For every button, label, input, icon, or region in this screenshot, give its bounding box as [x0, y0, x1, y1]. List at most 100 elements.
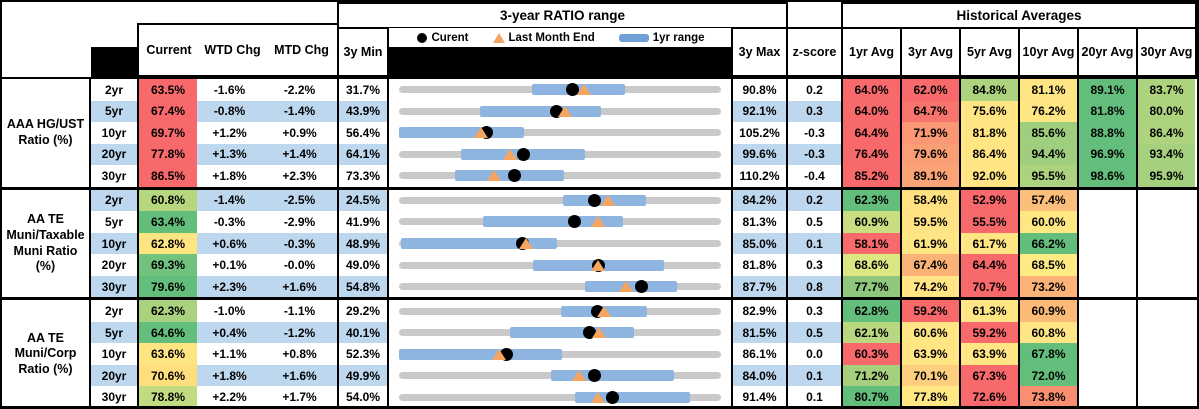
cell-wtd-chg: +1.8%	[197, 364, 262, 387]
cell-tenor: 10yr	[91, 122, 137, 144]
table-header: 3-year RATIO range Historical Averages C…	[2, 2, 1197, 77]
last-month-end-marker	[492, 348, 507, 360]
cell-current: 77.8%	[137, 143, 197, 166]
current-dot	[516, 147, 530, 161]
cell-avg: 59.5%	[900, 211, 959, 233]
cell-avg: 60.8%	[1018, 321, 1077, 344]
cell-avg: 95.9%	[1136, 165, 1195, 187]
cell-avg: 52.9%	[959, 189, 1018, 212]
cell-avg: 67.3%	[959, 364, 1018, 387]
group-label: AA TE Muni/Corp Ratio (%)	[2, 300, 91, 406]
cell-tenor: 2yr	[91, 189, 137, 212]
cell-avg: 93.4%	[1136, 143, 1195, 166]
cell-range-chart	[387, 143, 731, 166]
table-row: 20yr 69.3% +0.1% -0.0% 49.0% 81.8% 0.3 68.6% 67.…	[91, 254, 1197, 276]
cell-3y-max: 110.2%	[731, 165, 786, 187]
cell-avg: 58.4%	[900, 189, 959, 212]
cell-avg	[1077, 300, 1136, 322]
cell-current: 67.4%	[137, 100, 197, 123]
cell-mtd-chg: +0.9%	[262, 122, 337, 144]
cell-wtd-chg: +1.3%	[197, 143, 262, 166]
tenor-header-black-cell	[91, 47, 139, 77]
table-row: 30yr 78.8% +2.2% +1.7% 54.0% 91.4% 0.1 80.7% 77.…	[91, 386, 1197, 406]
cell-avg: 64.0%	[841, 100, 900, 123]
cell-mtd-chg: +1.4%	[262, 143, 337, 166]
one-year-range-bar	[510, 327, 635, 339]
cell-avg: 85.6%	[1018, 122, 1077, 144]
cell-wtd-chg: -0.3%	[197, 211, 262, 233]
cell-3y-min: 54.0%	[337, 386, 387, 406]
cell-current: 69.3%	[137, 254, 197, 276]
cell-avg: 83.7%	[1136, 79, 1195, 101]
cell-avg	[1136, 300, 1195, 322]
cell-current: 63.5%	[137, 79, 197, 101]
cell-mtd-chg: -1.2%	[262, 321, 337, 344]
range-plot	[399, 233, 721, 255]
chart-range-title: 3-year RATIO range	[337, 2, 788, 29]
chart-header-black-band	[389, 47, 733, 77]
cell-avg	[1077, 275, 1136, 298]
cell-3y-min: 73.3%	[337, 165, 387, 187]
cell-avg: 88.8%	[1077, 122, 1136, 144]
cell-avg: 58.1%	[841, 232, 900, 255]
cell-z-score: 0.1	[786, 232, 841, 255]
range-plot	[399, 322, 721, 344]
cell-wtd-chg: +1.1%	[197, 343, 262, 365]
cell-current: 62.8%	[137, 232, 197, 255]
cell-z-score: 0.5	[786, 211, 841, 233]
cell-z-score: 0.1	[786, 364, 841, 387]
cell-z-score: -0.4	[786, 165, 841, 187]
cell-wtd-chg: +1.2%	[197, 122, 262, 144]
cell-tenor: 10yr	[91, 232, 137, 255]
cell-avg: 60.0%	[1018, 211, 1077, 233]
cell-avg: 62.1%	[841, 321, 900, 344]
col-header-current: Current	[146, 43, 192, 57]
cell-range-chart	[387, 211, 731, 233]
one-year-range-bar	[399, 348, 563, 360]
cell-3y-max: 91.4%	[731, 386, 786, 406]
cell-current: 63.4%	[137, 211, 197, 233]
cell-tenor: 30yr	[91, 386, 137, 406]
cell-z-score: 0.8	[786, 275, 841, 298]
cell-avg: 89.1%	[1077, 79, 1136, 101]
group-rows: 2yr 63.5% -1.6% -2.2% 31.7% 90.8% 0.2 64.0% 62.0…	[91, 79, 1197, 187]
cell-avg: 67.8%	[1018, 343, 1077, 365]
cell-avg: 92.0%	[959, 165, 1018, 187]
cell-3y-min: 43.9%	[337, 100, 387, 123]
table-row: 2yr 63.5% -1.6% -2.2% 31.7% 90.8% 0.2 64.0% 62.0…	[91, 79, 1197, 101]
cell-avg: 72.6%	[959, 386, 1018, 406]
cell-tenor: 5yr	[91, 100, 137, 123]
last-month-end-marker	[572, 370, 587, 382]
cell-range-chart	[387, 100, 731, 123]
chart-legend: Curent Last Month End 1yr range	[389, 28, 733, 47]
ratio-group: AAA HG/UST Ratio (%) 2yr 63.5% -1.6% -2.2% 31…	[2, 79, 1197, 187]
cell-avg: 57.4%	[1018, 189, 1077, 212]
one-year-range-bar	[400, 238, 557, 249]
cell-avg	[1136, 364, 1195, 387]
cell-avg	[1136, 254, 1195, 276]
cell-avg: 70.7%	[959, 275, 1018, 298]
one-year-range-bar	[399, 127, 524, 139]
cell-mtd-chg: -0.3%	[262, 232, 337, 255]
cell-tenor: 30yr	[91, 275, 137, 298]
cell-3y-min: 48.9%	[337, 232, 387, 255]
range-track	[399, 129, 721, 137]
cell-wtd-chg: -1.0%	[197, 300, 262, 322]
cell-z-score: 0.2	[786, 189, 841, 212]
group-rows: 2yr 62.3% -1.0% -1.1% 29.2% 82.9% 0.3 62.8% 59.2…	[91, 300, 1197, 406]
cell-3y-min: 49.9%	[337, 364, 387, 387]
cell-z-score: 0.1	[786, 386, 841, 406]
cell-avg: 62.3%	[841, 189, 900, 212]
cell-avg: 86.4%	[1136, 122, 1195, 144]
cell-avg: 81.8%	[959, 122, 1018, 144]
cell-tenor: 20yr	[91, 364, 137, 387]
cell-3y-max: 81.5%	[731, 321, 786, 344]
cell-wtd-chg: -1.4%	[197, 189, 262, 212]
current-dot-icon	[417, 32, 428, 43]
cell-wtd-chg: +0.6%	[197, 232, 262, 255]
col-header-z-score: z-score	[786, 27, 843, 77]
cell-avg	[1077, 254, 1136, 276]
cell-3y-max: 81.3%	[731, 211, 786, 233]
col-header-wtd-chg: WTD Chg	[204, 43, 261, 57]
current-dot	[587, 369, 601, 383]
